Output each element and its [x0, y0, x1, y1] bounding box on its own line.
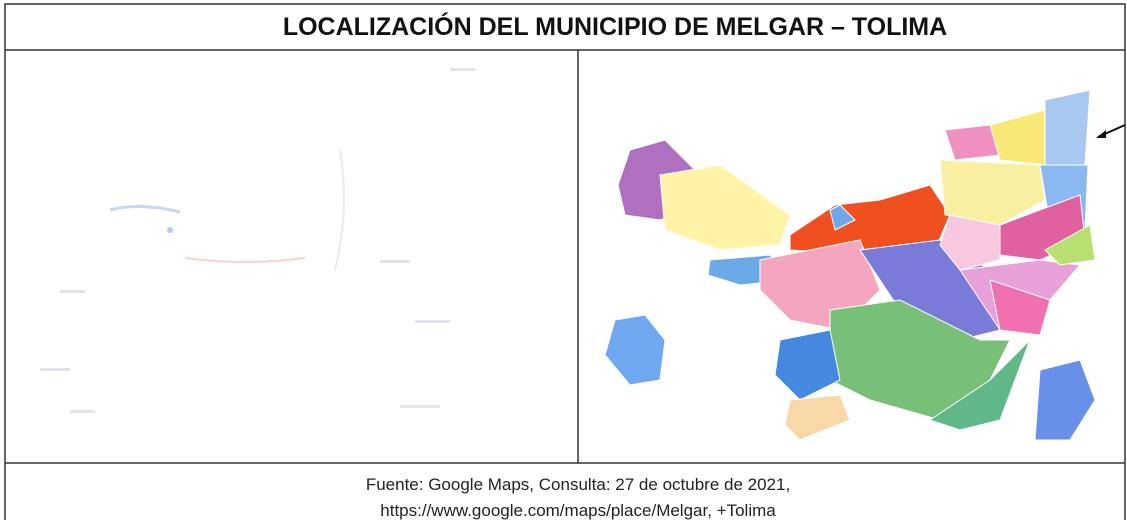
figure-title: LOCALIZACIÓN DEL MUNICIPIO DE MELGAR – T… — [283, 11, 947, 41]
figure: LOCALIZACIÓN DEL MUNICIPIO DE MELGAR – T… — [0, 0, 1127, 520]
caption-line: Fuente: Google Maps, Consulta: 27 de oct… — [366, 475, 790, 494]
caption-line: https://www.google.com/maps/place/Melgar… — [380, 501, 776, 520]
